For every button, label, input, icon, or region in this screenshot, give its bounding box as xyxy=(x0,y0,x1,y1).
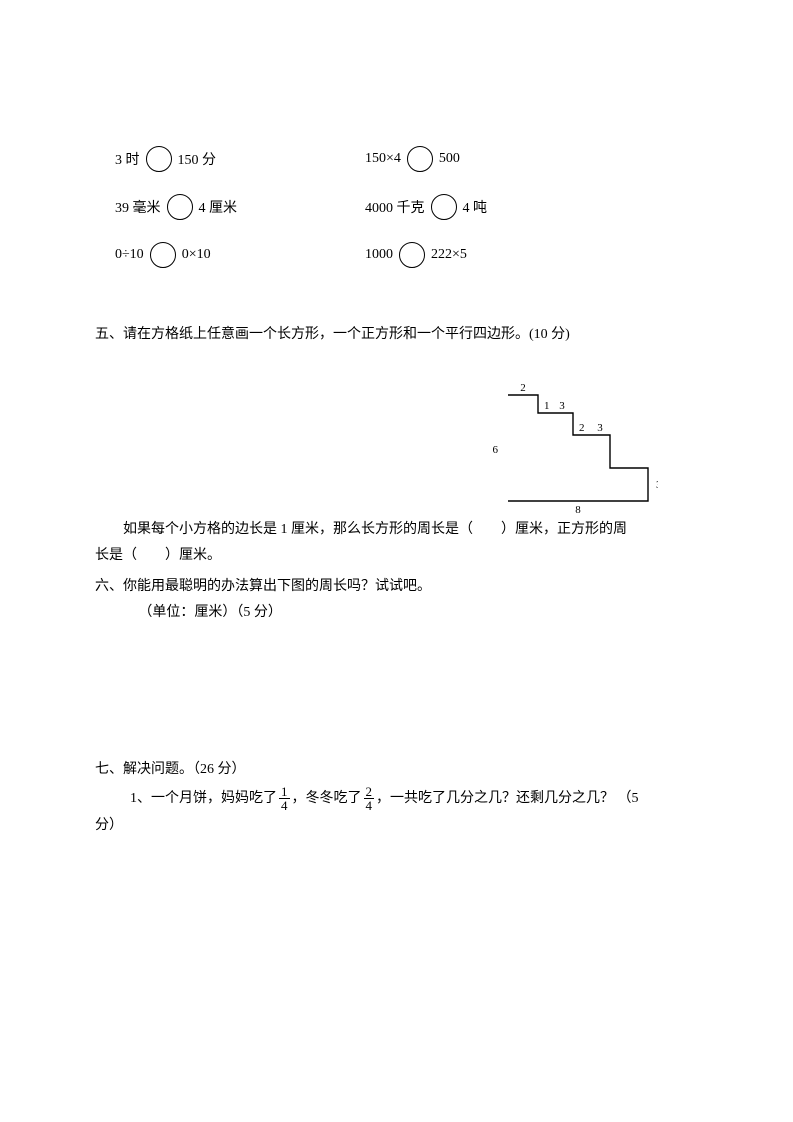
section-six: 六、你能用最聪明的办法算出下图的周长吗？试试吧。 （单位：厘米）（5 分） xyxy=(95,574,698,627)
compare-text: 150×4 xyxy=(365,151,401,167)
compare-item: 1000 222×5 xyxy=(365,242,585,268)
compare-text: 4 吨 xyxy=(463,197,488,217)
section-heading: 六、你能用最聪明的办法算出下图的周长吗？试试吧。 xyxy=(95,574,698,601)
compare-text: 0÷10 xyxy=(115,247,144,263)
svg-text:6: 6 xyxy=(493,444,499,456)
q1-text: ，一共吃了几分之几？还剩几分之几？ （5 xyxy=(376,791,639,806)
followup-line: 长是（ ）厘米。 xyxy=(95,543,698,570)
staircase-diagram: 6 2 1 3 2 3 3 8 xyxy=(95,373,698,513)
blank-circle-icon[interactable] xyxy=(167,194,193,220)
compare-text: 3 时 xyxy=(115,149,140,169)
fraction-num: 2 xyxy=(364,785,375,799)
staircase-svg: 6 2 1 3 2 3 3 8 xyxy=(468,373,658,513)
blank-circle-icon[interactable] xyxy=(146,146,172,172)
svg-text:8: 8 xyxy=(575,504,581,513)
section-five: 五、请在方格纸上任意画一个长方形，一个正方形和一个平行四边形。(10 分) xyxy=(95,322,698,349)
svg-text:2: 2 xyxy=(520,382,526,394)
compare-text: 150 分 xyxy=(178,149,217,169)
svg-text:3: 3 xyxy=(656,479,658,491)
compare-row: 3 时 150 分 150×4 500 xyxy=(115,140,698,178)
problem-7-1: 1、一个月饼，妈妈吃了14，冬冬吃了24，一共吃了几分之几？还剩几分之几？ （5 xyxy=(95,784,698,813)
svg-text:3: 3 xyxy=(559,400,565,412)
blank-circle-icon[interactable] xyxy=(150,242,176,268)
section-sub: （单位：厘米）（5 分） xyxy=(95,600,698,627)
section-five-followup: 如果每个小方格的边长是 1 厘米，那么长方形的周长是（ ）厘米，正方形的周 长是… xyxy=(95,517,698,570)
followup-line: 如果每个小方格的边长是 1 厘米，那么长方形的周长是（ ）厘米，正方形的周 xyxy=(95,517,698,544)
fraction-den: 4 xyxy=(364,799,375,812)
compare-text: 39 毫米 xyxy=(115,197,161,217)
blank-circle-icon[interactable] xyxy=(431,194,457,220)
compare-text: 4 厘米 xyxy=(199,197,238,217)
section-heading: 七、解决问题。（26 分） xyxy=(95,757,698,784)
svg-text:3: 3 xyxy=(597,422,603,434)
section-heading: 五、请在方格纸上任意画一个长方形，一个正方形和一个平行四边形。(10 分) xyxy=(95,322,698,349)
blank-circle-icon[interactable] xyxy=(399,242,425,268)
compare-text: 500 xyxy=(439,151,460,167)
q1-text: ，冬冬吃了 xyxy=(292,791,362,806)
compare-text: 0×10 xyxy=(182,247,211,263)
blank-circle-icon[interactable] xyxy=(407,146,433,172)
compare-item: 39 毫米 4 厘米 xyxy=(115,194,315,220)
compare-item: 150×4 500 xyxy=(365,146,585,172)
svg-text:2: 2 xyxy=(579,422,585,434)
compare-item: 3 时 150 分 xyxy=(115,146,315,172)
compare-item: 4000 千克 4 吨 xyxy=(365,194,585,220)
compare-text: 4000 千克 xyxy=(365,197,425,217)
compare-row: 0÷10 0×10 1000 222×5 xyxy=(115,236,698,274)
compare-text: 1000 xyxy=(365,247,393,263)
fraction: 14 xyxy=(279,785,290,812)
fraction: 24 xyxy=(364,785,375,812)
section-seven: 七、解决问题。（26 分） 1、一个月饼，妈妈吃了14，冬冬吃了24，一共吃了几… xyxy=(95,757,698,840)
compare-text: 222×5 xyxy=(431,247,467,263)
svg-text:1: 1 xyxy=(544,400,550,412)
fraction-num: 1 xyxy=(279,785,290,799)
q1-tail: 分） xyxy=(95,813,698,840)
fraction-den: 4 xyxy=(279,799,290,812)
q1-text: 1、一个月饼，妈妈吃了 xyxy=(130,791,277,806)
compare-row: 39 毫米 4 厘米 4000 千克 4 吨 xyxy=(115,188,698,226)
compare-item: 0÷10 0×10 xyxy=(115,242,315,268)
compare-block: 3 时 150 分 150×4 500 39 毫米 4 厘米 4000 千克 4… xyxy=(95,140,698,274)
